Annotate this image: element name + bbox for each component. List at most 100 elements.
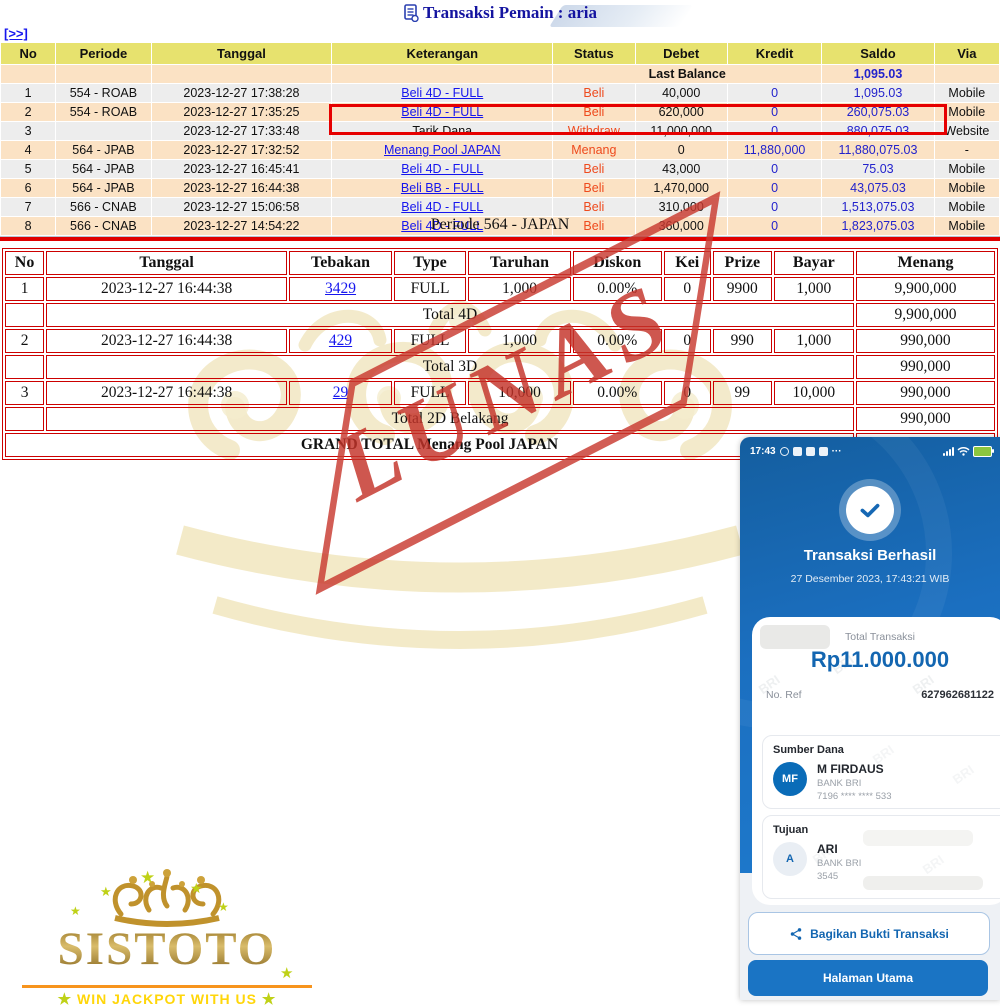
total-row: Total 4D 9,900,000: [5, 303, 995, 327]
redaction-smudge: [863, 876, 983, 890]
reference-row: No. Ref 627962681122: [766, 689, 994, 701]
col-via: Via: [934, 43, 999, 64]
receipt-card: BRI BRI BRI BRI BRI BRI BRI BRI Total Tr…: [752, 617, 1000, 905]
keterangan-link[interactable]: Beli 4D - FULL: [401, 219, 484, 233]
page-title: Transaksi Pemain : aria: [423, 3, 597, 22]
battery-icon: [973, 445, 994, 457]
transactions-table: No Periode Tanggal Keterangan Status Deb…: [0, 42, 1000, 238]
keterangan-link[interactable]: Beli BB - FULL: [400, 181, 484, 195]
transactions-icon: [404, 4, 419, 23]
total-label: Total 3D: [46, 355, 854, 379]
tebakan-link[interactable]: 29: [332, 384, 349, 401]
tebakan-link[interactable]: 3429: [325, 280, 357, 297]
table-row: 5 564 - JPAB 2023-12-27 16:45:41 Beli 4D …: [1, 160, 999, 178]
total-label: Total 2D Belakang: [46, 407, 854, 431]
logo-tagline: ★ WIN JACKPOT WITH US ★: [57, 991, 277, 1008]
status-time: 17:43: [750, 445, 776, 457]
share-button-label: Bagikan Bukti Transaksi: [810, 926, 949, 941]
source-account-number: 7196 **** **** 533: [817, 791, 892, 802]
wifi-icon: [957, 447, 970, 456]
logo-underline: [22, 985, 312, 988]
signal-icon: [943, 446, 954, 456]
col-saldo: Saldo: [822, 43, 934, 64]
bets-table-wrap: No Tanggal Tebakan Type Taruhan Diskon Kei P…: [2, 248, 998, 460]
source-avatar: MF: [773, 762, 807, 796]
bets-header-row: No Tanggal Tebakan Type Taruhan Diskon Kei P…: [5, 251, 995, 275]
keterangan-link[interactable]: Beli 4D - FULL: [401, 105, 484, 119]
star-icon: ★: [100, 884, 112, 899]
keterangan-link[interactable]: Beli 4D - FULL: [401, 162, 484, 176]
table-row: 1 554 - ROAB 2023-12-27 17:38:28 Beli 4D …: [1, 84, 999, 102]
source-section-label: Sumber Dana: [773, 744, 844, 756]
home-button[interactable]: Halaman Utama: [748, 960, 988, 996]
keterangan-text: Tarik Dana: [332, 122, 553, 140]
col-kredit: Kredit: [727, 43, 822, 64]
logo-wordmark: SISTOTO: [22, 922, 312, 976]
table-row: 4 564 - JPAB 2023-12-27 17:32:52 Menang P…: [1, 141, 999, 159]
total-value: 990,000: [855, 407, 995, 431]
table-row: 6 564 - JPAB 2023-12-27 16:44:38 Beli BB …: [1, 179, 999, 197]
col-no: No: [1, 43, 56, 64]
more-notifications-icon: ···: [831, 445, 842, 457]
phone-status-bar: 17:43 ···: [750, 444, 994, 458]
bet-row: 3 2023-12-27 16:44:38 29 FULL 10,000 0.00%…: [5, 381, 995, 405]
app-notification-icon: [818, 446, 828, 456]
star-icon: ★: [280, 965, 294, 982]
total-transaksi-value: Rp11.000.000: [810, 647, 950, 672]
ref-label: No. Ref: [766, 689, 802, 701]
destination-avatar: A: [773, 842, 807, 876]
alarm-icon: [779, 446, 789, 456]
col-tanggal: Tanggal: [151, 43, 332, 64]
gold-crown-watermark: [176, 301, 744, 649]
home-button-label: Halaman Utama: [822, 971, 914, 985]
keterangan-link[interactable]: Beli 4D - FULL: [401, 86, 484, 100]
table-row: 2 554 - ROAB 2023-12-27 17:35:25 Beli 4D …: [1, 103, 999, 121]
brimo-receipt-screenshot: 17:43 ··· Transaksi Berhasil 27 Desember…: [740, 437, 1000, 1000]
bet-row: 2 2023-12-27 16:44:38 429 FULL 1,000 0.00%…: [5, 329, 995, 353]
star-icon: ★: [70, 904, 81, 918]
total-row: Total 2D Belakang 990,000: [5, 407, 995, 431]
nav-more-link[interactable]: [>>]: [4, 26, 28, 41]
keterangan-link[interactable]: Menang Pool JAPAN: [384, 143, 501, 157]
col-status: Status: [553, 43, 635, 64]
receipt-title: Transaksi Berhasil: [803, 547, 937, 564]
page-header: Transaksi Pemain : aria: [0, 3, 1000, 27]
total-label: Total 4D: [46, 303, 854, 327]
bet-row: 1 2023-12-27 16:44:38 3429 FULL 1,000 0.00…: [5, 277, 995, 301]
destination-section-label: Tujuan: [773, 824, 809, 836]
redaction-smudge: [760, 625, 830, 649]
table-row: 7 566 - CNAB 2023-12-27 15:06:58 Beli 4D …: [1, 198, 999, 216]
destination-account-card: Tujuan A ARI BANK BRI 3545: [762, 815, 1000, 899]
source-bank: BANK BRI: [817, 778, 862, 789]
source-account-card: Sumber Dana MF M FIRDAUS BANK BRI 7196 *…: [762, 735, 1000, 809]
destination-account-number: 3545: [817, 871, 839, 882]
table-header-row: No Periode Tanggal Keterangan Status Deb…: [1, 43, 999, 64]
receipt-datetime: 27 Desember 2023, 17:43:21 WIB: [790, 573, 950, 585]
col-debet: Debet: [635, 43, 727, 64]
success-check-icon: [846, 486, 894, 534]
nav-more: [>>]: [4, 26, 28, 41]
app-notification-icon: [805, 446, 815, 456]
tebakan-link[interactable]: 429: [328, 332, 353, 349]
message-icon: [792, 446, 802, 456]
destination-bank: BANK BRI: [817, 858, 862, 869]
sistoto-logo: ★ ★ ★ ★ ★ ★ SISTOTO ★ WIN JACKPOT WITH U…: [22, 866, 312, 1008]
total-row: Total 3D 990,000: [5, 355, 995, 379]
last-balance-value: 1,095.03: [822, 65, 934, 83]
total-value: 990,000: [855, 355, 995, 379]
share-icon: [790, 927, 802, 940]
col-keterangan: Keterangan: [332, 43, 553, 64]
crown-icon: [112, 869, 222, 927]
bets-table: No Tanggal Tebakan Type Taruhan Diskon Kei P…: [2, 248, 998, 460]
table-row: 8 566 - CNAB 2023-12-27 14:54:22 Beli 4D …: [1, 217, 999, 235]
transactions-table-wrap: No Periode Tanggal Keterangan Status Deb…: [0, 42, 1000, 238]
keterangan-link[interactable]: Beli 4D - FULL: [401, 200, 484, 214]
grand-total-label: GRAND TOTAL Menang Pool JAPAN: [5, 433, 854, 457]
share-receipt-button[interactable]: Bagikan Bukti Transaksi: [748, 912, 990, 955]
star-icon: ★: [218, 900, 229, 914]
destination-name: ARI: [817, 842, 838, 856]
red-divider: [0, 237, 1000, 241]
source-name: M FIRDAUS: [817, 762, 884, 776]
periode-title: Periode 564 - JAPAN: [430, 216, 570, 233]
redaction-smudge: [863, 830, 973, 846]
